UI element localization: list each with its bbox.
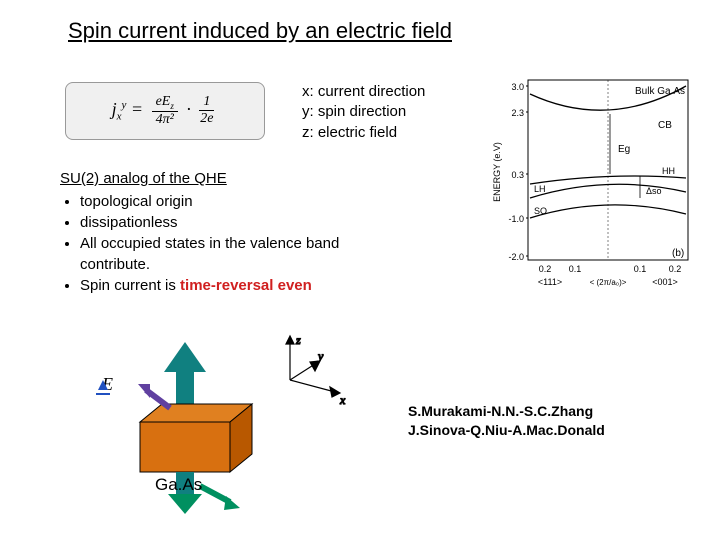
xlabel-left: <111> <box>538 277 562 287</box>
band-label-cb: CB <box>658 120 672 131</box>
bullet-item: All occupied states in the valence band … <box>80 233 410 275</box>
xlabel-center: < (2π/a₀)> <box>590 278 627 287</box>
arrow-green-front <box>200 486 240 510</box>
equation-box: jxy = eEz4π² · 12e <box>65 82 265 140</box>
ytick: 0.3 <box>511 170 524 180</box>
label-x: x: current direction <box>302 82 425 102</box>
direction-labels: x: current direction y: spin direction z… <box>302 82 425 143</box>
arrow-purple <box>138 384 170 408</box>
cube-diagram: E z x y <box>90 330 390 520</box>
cube <box>140 404 252 472</box>
chart-title: Bulk Ga.As <box>635 86 685 97</box>
ytick: 2.3 <box>511 108 524 118</box>
citation-line1: S.Murakami-N.N.-S.C.Zhang <box>408 402 605 421</box>
bullets-header: SU(2) analog of the QHE <box>60 168 410 189</box>
band-chart: 3.0 2.3 0.3 -1.0 -2.0 ENERGY (e.V) 0.2 0… <box>490 72 700 292</box>
xtick: 0.2 <box>669 264 682 274</box>
axis-x: x <box>339 393 346 407</box>
slide-title: Spin current induced by an electric fiel… <box>68 18 452 44</box>
chart-ylabel: ENERGY (e.V) <box>492 142 502 202</box>
label-y: y: spin direction <box>302 102 425 122</box>
bullet-item: Spin current is time-reversal even <box>80 275 410 296</box>
band-label-hh: HH <box>662 166 675 176</box>
band-label-eg: Eg <box>618 144 630 155</box>
bullet-last-prefix: Spin current is <box>80 277 180 294</box>
xlabel-right: <001> <box>652 277 678 287</box>
bullet-item: dissipationless <box>80 212 410 233</box>
label-z: z: electric field <box>302 123 425 143</box>
bullet-last-emph: time-reversal even <box>180 277 312 294</box>
ytick: 3.0 <box>511 82 524 92</box>
band-label-lh: LH <box>534 184 546 194</box>
axis-y: y <box>317 349 324 363</box>
arrow-down-green <box>168 494 202 514</box>
band-label-so: SO <box>534 206 547 216</box>
citation-line2: J.Sinova-Q.Niu-A.Mac.Donald <box>408 421 605 440</box>
xtick: 0.2 <box>539 264 552 274</box>
gaas-label: Ga.As <box>155 475 202 495</box>
bullet-item: topological origin <box>80 191 410 212</box>
bullets-list: topological origin dissipationless All o… <box>60 191 410 296</box>
ytick: -1.0 <box>508 214 524 224</box>
citation: S.Murakami-N.N.-S.C.Zhang J.Sinova-Q.Niu… <box>408 402 605 440</box>
equation-text: jxy = eEz4π² · 12e <box>112 94 219 128</box>
ytick: -2.0 <box>508 252 524 262</box>
axis-z: z <box>295 333 301 347</box>
chart-panel-label: (b) <box>672 248 684 259</box>
band-label-dso: Δso <box>646 186 662 196</box>
xtick: 0.1 <box>569 264 582 274</box>
bullets-block: SU(2) analog of the QHE topological orig… <box>60 168 410 296</box>
xtick: 0.1 <box>634 264 647 274</box>
